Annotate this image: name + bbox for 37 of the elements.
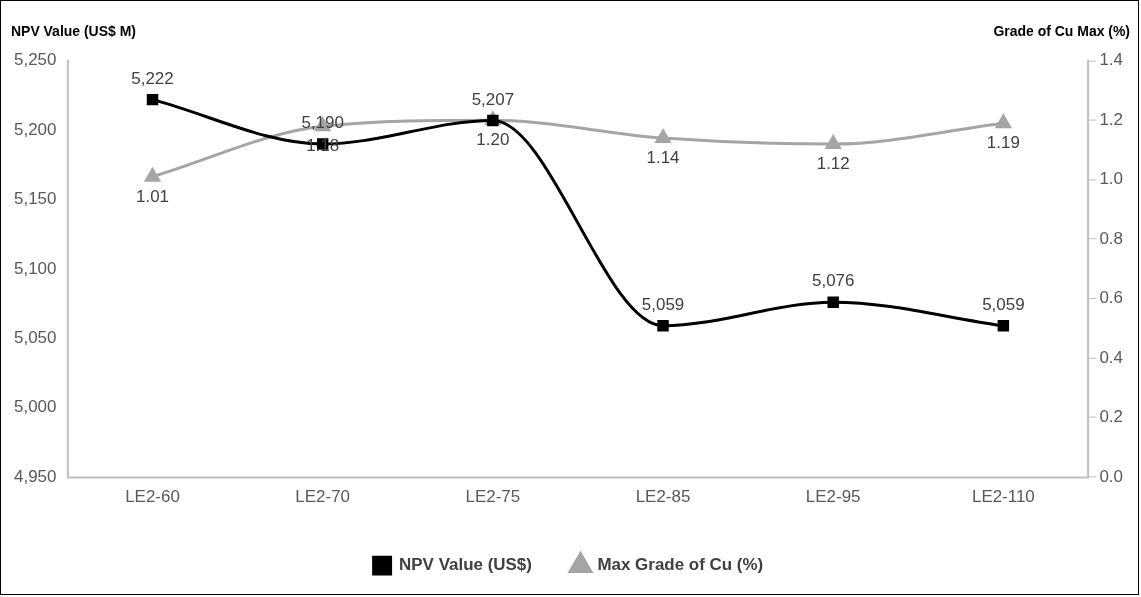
- y2-tick-label: 1.0: [1099, 169, 1123, 189]
- legend-label: NPV Value (US$): [399, 555, 532, 575]
- data-label: 5,190: [301, 113, 344, 133]
- data-label: 1.20: [476, 130, 510, 150]
- y-tick-label: 5,250: [14, 50, 57, 70]
- data-label: 1.19: [986, 133, 1020, 153]
- y2-tick-label: 0.4: [1099, 347, 1123, 367]
- y2-axis-title: Grade of Cu Max (%): [993, 22, 1131, 39]
- y2-tick-label: 0.8: [1099, 228, 1123, 248]
- y2-tick-label: 1.4: [1099, 50, 1123, 70]
- y2-tick-label: 0.2: [1099, 407, 1123, 427]
- legend-label: Max Grade of Cu (%): [597, 555, 764, 575]
- data-label: 5,076: [811, 271, 855, 291]
- y-tick-label: 5,000: [14, 397, 57, 417]
- x-tick-label: LE2-95: [805, 486, 861, 506]
- data-label: 5,059: [641, 295, 685, 315]
- data-label: 1.14: [646, 148, 680, 168]
- data-label: 1.01: [136, 186, 170, 206]
- y2-tick-label: 1.2: [1099, 109, 1123, 129]
- data-label: 5,222: [131, 68, 174, 88]
- x-tick-label: LE2-85: [635, 486, 691, 506]
- y-tick-label: 5,100: [14, 258, 57, 278]
- y-axis-title: NPV Value (US$ M): [10, 22, 136, 39]
- x-tick-label: LE2-110: [971, 486, 1035, 506]
- data-label: 1.18: [306, 136, 340, 156]
- y-tick-label: 5,200: [14, 119, 57, 139]
- y-tick-label: 4,950: [14, 466, 57, 486]
- x-tick-label: LE2-70: [295, 486, 351, 506]
- y-tick-label: 5,050: [14, 327, 57, 347]
- data-label: 5,207: [471, 89, 515, 109]
- x-tick-label: LE2-60: [125, 486, 180, 506]
- data-label: 5,059: [982, 295, 1025, 315]
- y-tick-label: 5,150: [14, 189, 57, 209]
- y2-tick-label: 0.6: [1099, 288, 1123, 308]
- x-tick-label: LE2-75: [465, 486, 521, 506]
- y2-tick-label: 0.0: [1099, 466, 1123, 486]
- data-label: 1.12: [816, 154, 850, 174]
